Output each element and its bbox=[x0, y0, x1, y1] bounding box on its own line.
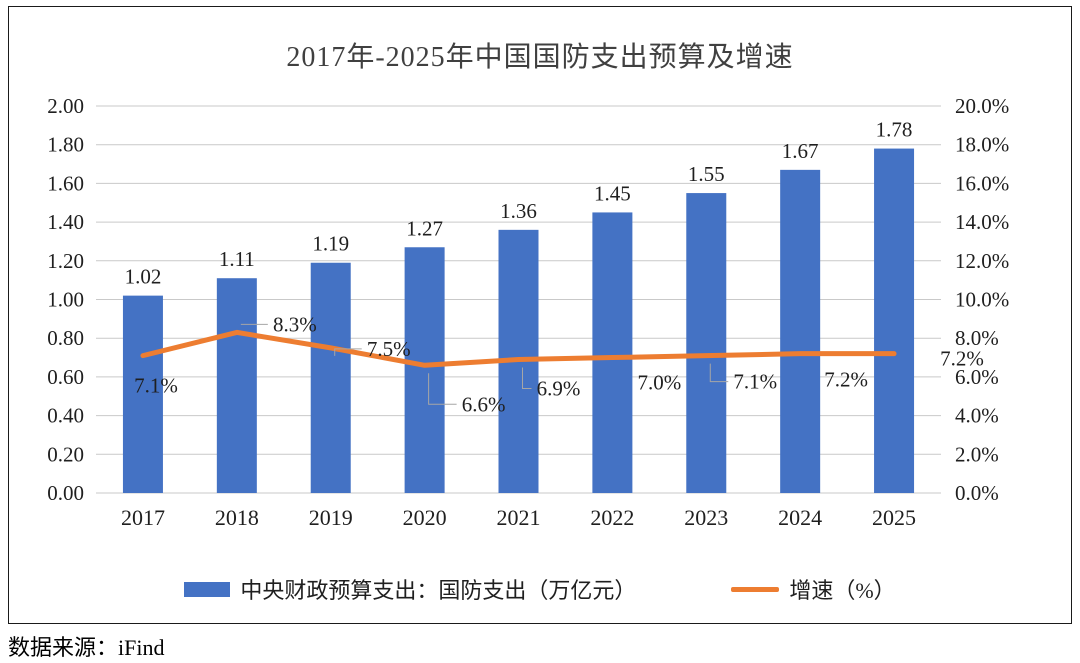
legend: 中央财政预算支出：国防支出（万亿元） 增速（%） bbox=[9, 573, 1071, 605]
chart-frame: 0.00 0.0% 0.20 2.0% 0.40 4.0% 0.60 6.0% 0.80 8.0%… bbox=[8, 6, 1072, 624]
left-axis-tick-label: 0.60 bbox=[47, 365, 84, 389]
rate-label: 6.9% bbox=[537, 376, 581, 400]
left-axis-tick-label: 1.80 bbox=[47, 133, 84, 157]
x-axis-label: 2023 bbox=[684, 505, 728, 530]
rate-label: 7.0% bbox=[638, 371, 682, 395]
legend-item-bar-series: 中央财政预算支出：国防支出（万亿元） bbox=[184, 573, 636, 605]
bar-value-label: 1.45 bbox=[594, 181, 631, 205]
left-axis-tick-label: 2.00 bbox=[47, 94, 84, 118]
left-axis-tick-label: 1.20 bbox=[47, 249, 84, 273]
left-axis-tick-label: 0.00 bbox=[47, 481, 84, 505]
rate-label: 8.3% bbox=[273, 312, 317, 336]
left-axis-tick-label: 0.20 bbox=[47, 442, 84, 466]
rate-label-leader-line bbox=[334, 348, 362, 356]
left-axis-tick-label: 0.80 bbox=[47, 326, 84, 350]
right-axis-tick-label: 16.0% bbox=[955, 171, 1009, 195]
bar-2023 bbox=[686, 193, 727, 493]
bar-value-label: 1.27 bbox=[406, 216, 443, 240]
bar-2024 bbox=[780, 169, 821, 494]
chart-title: 2017年-2025年中国国防支出预算及增速 bbox=[286, 42, 794, 73]
bar-value-label: 1.02 bbox=[125, 265, 162, 289]
legend-label-bar-series: 中央财政预算支出：国防支出（万亿元） bbox=[240, 578, 637, 603]
right-axis-tick-label: 18.0% bbox=[955, 133, 1009, 157]
x-axis-label: 2025 bbox=[872, 505, 916, 530]
x-axis-label: 2024 bbox=[778, 505, 822, 530]
line-series-swatch-icon bbox=[731, 586, 780, 592]
rate-label-leader-line bbox=[522, 367, 532, 389]
legend-label-line-series: 增速（%） bbox=[789, 578, 896, 603]
rate-label-leader-line bbox=[709, 363, 729, 383]
bar-value-label: 1.55 bbox=[688, 162, 725, 186]
left-axis-tick-label: 0.40 bbox=[47, 404, 84, 428]
bar-series-swatch-icon bbox=[184, 581, 231, 597]
bar-value-label: 1.67 bbox=[782, 139, 819, 163]
x-axis-label: 2018 bbox=[215, 505, 259, 530]
bar-value-label: 1.78 bbox=[876, 118, 913, 142]
right-axis-tick-label: 0.0% bbox=[955, 481, 999, 505]
x-axis-label: 2017 bbox=[121, 505, 165, 530]
left-axis-tick-label: 1.60 bbox=[47, 171, 84, 195]
bar-2019 bbox=[310, 262, 351, 493]
rate-label: 7.1% bbox=[134, 374, 178, 398]
growth-rate-line bbox=[140, 329, 897, 368]
combo-chart-plot: 0.00 0.0% 0.20 2.0% 0.40 4.0% 0.60 6.0% 0.80 8.0%… bbox=[47, 94, 1009, 530]
right-axis-tick-label: 12.0% bbox=[955, 249, 1009, 273]
right-axis-tick-label: 4.0% bbox=[955, 404, 999, 428]
bar-value-label: 1.11 bbox=[219, 247, 255, 271]
x-axis-label: 2021 bbox=[497, 505, 541, 530]
legend-item-line-series: 增速（%） bbox=[731, 573, 896, 605]
left-axis-tick-label: 1.00 bbox=[47, 288, 84, 312]
right-axis-tick-label: 10.0% bbox=[955, 288, 1009, 312]
left-axis-tick-label: 1.40 bbox=[47, 210, 84, 234]
right-axis-tick-label: 14.0% bbox=[955, 210, 1009, 234]
bar-2018 bbox=[216, 278, 257, 493]
right-axis-tick-label: 20.0% bbox=[955, 94, 1009, 118]
bar-value-label: 1.19 bbox=[312, 232, 349, 256]
bar-2017 bbox=[122, 295, 163, 493]
rate-label: 7.2% bbox=[824, 368, 868, 392]
rate-label: 7.5% bbox=[367, 337, 411, 361]
rate-label: 6.6% bbox=[462, 392, 506, 416]
rate-label: 7.2% bbox=[940, 347, 984, 371]
rate-label: 7.1% bbox=[733, 370, 777, 394]
right-axis-tick-label: 8.0% bbox=[955, 326, 999, 350]
data-source-caption: 数据来源：iFind bbox=[8, 635, 165, 660]
right-axis-tick-label: 2.0% bbox=[955, 442, 999, 466]
x-axis-label: 2019 bbox=[309, 505, 353, 530]
bar-value-label: 1.36 bbox=[500, 199, 537, 223]
rate-label-leader-line bbox=[428, 373, 457, 405]
x-axis-label: 2022 bbox=[590, 505, 634, 530]
right-axis-tick-label: 6.0% bbox=[955, 365, 999, 389]
bar-2025 bbox=[874, 148, 915, 493]
x-axis-label: 2020 bbox=[403, 505, 447, 530]
bar-2022 bbox=[592, 212, 633, 494]
bar-2020 bbox=[404, 247, 445, 493]
